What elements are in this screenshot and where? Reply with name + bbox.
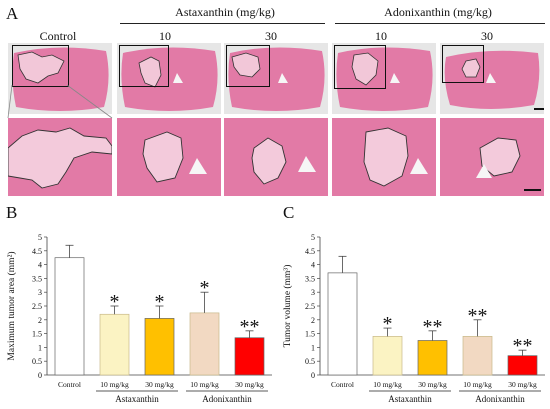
chart-b-bar: [144, 318, 175, 376]
chart-c-significance-marker: *: [383, 313, 393, 335]
chart-b-category-label: 10 mg/kg: [100, 380, 129, 389]
chart-b-category-label: Control: [58, 380, 81, 389]
brain-section-asta-10: [117, 43, 221, 114]
chart-b-significance-marker: *: [200, 277, 210, 299]
chart-c-category-label: 10 mg/kg: [373, 380, 402, 389]
chart-b-group-label: Adonixanthin: [202, 394, 252, 404]
chart-c-bar: [417, 340, 448, 376]
chart-b-y-tick-label: 1: [38, 343, 42, 352]
chart-c-group-label: Adonixanthin: [475, 394, 525, 404]
chart-c-significance-marker: **: [513, 335, 533, 357]
chart-c-bar: [372, 336, 403, 376]
col-label-control: Control: [39, 29, 77, 43]
chart-b-bar: [189, 312, 220, 376]
chart-c-category-label: 30 mg/kg: [418, 380, 447, 389]
chart-c-y-tick-label: 2.5: [305, 302, 315, 311]
inset-box-asta-10: [119, 45, 169, 87]
chart-c-category-label: 30 mg/kg: [508, 380, 537, 389]
chart-b-y-tick-label: 0.5: [32, 357, 42, 366]
brain-section-adoni-30: [440, 43, 544, 114]
panel-c-letter: C: [283, 203, 295, 222]
chart-b-y-tick-label: 2: [38, 316, 42, 325]
chart-c-significance-marker: **: [468, 305, 488, 327]
chart-b-category-label: 10 mg/kg: [190, 380, 219, 389]
chart-b-y-tick-label: 1.5: [32, 330, 42, 339]
chart-b-y-tick-label: 4: [38, 261, 42, 270]
brain-section-asta-30: [224, 43, 328, 114]
inset-box-adoni-30: [442, 45, 484, 83]
scale-bar-top: [534, 108, 544, 110]
chart-b-category-label: 30 mg/kg: [145, 380, 174, 389]
adonixanthin-group-line: [335, 23, 545, 24]
col-label-adoni-30: 30: [481, 29, 493, 43]
chart-c-y-tick-label: 5: [311, 233, 315, 242]
chart-c-y-tick-label: 1: [311, 343, 315, 352]
panel-b-letter: B: [6, 203, 18, 222]
chart-c-y-tick-label: 2: [311, 316, 315, 325]
brain-section-adoni-10: [332, 43, 436, 114]
col-label-adoni-10: 10: [375, 29, 387, 43]
chart-c-bar: [507, 355, 538, 376]
adonixanthin-group-label: Adonixanthin (mg/kg): [384, 5, 492, 19]
inset-box-adoni-10: [334, 45, 386, 89]
astaxanthin-group-line: [120, 23, 325, 24]
chart-b-y-tick-label: 0: [38, 371, 42, 380]
chart-c-y-tick-label: 3.5: [305, 274, 315, 283]
chart-c-y-tick-label: 0.5: [305, 357, 315, 366]
scale-bar-bottom: [524, 189, 541, 191]
panel-a-letter: A: [6, 4, 19, 23]
chart-b-y-tick-label: 4.5: [32, 247, 42, 256]
astaxanthin-group-label: Astaxanthin (mg/kg): [175, 5, 275, 19]
chart-b-y-tick-label: 3.5: [32, 274, 42, 283]
magnified-section-adoni-10: [332, 118, 436, 196]
chart-b-y-tick-label: 3: [38, 288, 42, 297]
chart-b-significance-marker: *: [155, 291, 165, 313]
chart-c-y-axis-label: Tumor volume (mm³): [282, 265, 293, 348]
chart-c-bar: [462, 336, 493, 376]
chart-c-group-label: Astaxanthin: [388, 394, 432, 404]
chart-c-category-label: 10 mg/kg: [463, 380, 492, 389]
chart-c-significance-marker: **: [423, 316, 443, 338]
col-label-asta-30: 30: [265, 29, 277, 43]
chart-c-y-tick-label: 3: [311, 288, 315, 297]
chart-c-y-tick-label: 0: [311, 371, 315, 380]
chart-c-category-label: Control: [331, 380, 354, 389]
chart-c-y-tick-label: 4.5: [305, 247, 315, 256]
chart-b-y-axis-label: Maximum tumor area (mm²): [6, 251, 17, 360]
col-label-asta-10: 10: [159, 29, 171, 43]
chart-c-y-tick-label: 1.5: [305, 330, 315, 339]
chart-c-bar: [327, 272, 358, 376]
inset-box-asta-30: [226, 45, 270, 87]
inset-box-control: [12, 45, 69, 87]
magnified-section-asta-10: [117, 118, 221, 196]
chart-b-y-tick-label: 2.5: [32, 302, 42, 311]
chart-b-category-label: 30 mg/kg: [235, 380, 264, 389]
magnified-section-control: [8, 118, 112, 196]
chart-c-y-tick-label: 4: [311, 261, 315, 270]
chart-b-significance-marker: *: [110, 291, 120, 313]
magnified-section-adoni-30: [440, 118, 544, 196]
chart-b-bar: [234, 337, 265, 376]
chart-b-group-label: Astaxanthin: [115, 394, 159, 404]
chart-b-bar: [99, 313, 130, 376]
chart-b-significance-marker: **: [240, 316, 260, 338]
chart-b-bar: [54, 257, 85, 376]
magnified-section-asta-30: [224, 118, 328, 196]
chart-b-y-tick-label: 5: [38, 233, 42, 242]
